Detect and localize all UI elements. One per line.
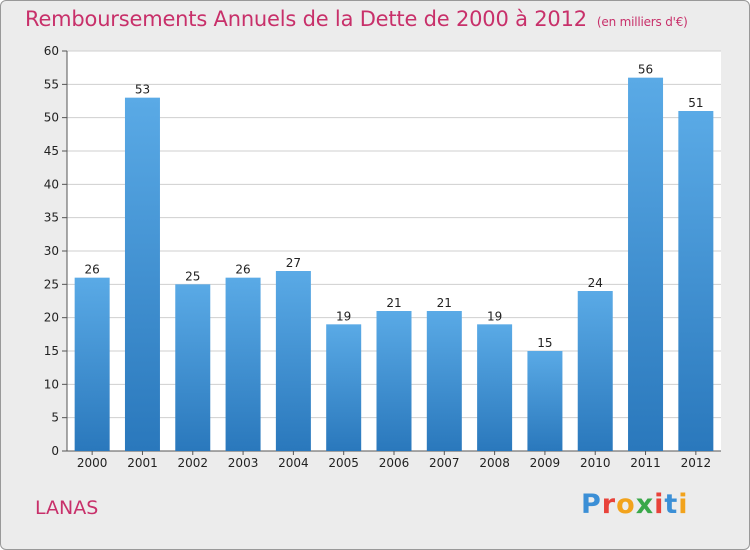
x-tick-label: 2000	[77, 456, 108, 470]
logo-letter: x	[635, 489, 655, 520]
logo-letter: t	[664, 489, 679, 520]
x-tick-label: 2005	[328, 456, 359, 470]
y-tick-label: 40	[44, 177, 59, 191]
bar	[426, 311, 462, 451]
proxiti-logo: Proxiti	[581, 489, 689, 520]
chart-title-text: Remboursements Annuels de la Dette de 20…	[25, 7, 587, 31]
bar	[275, 271, 311, 451]
bar-value-label: 56	[638, 63, 653, 77]
bar	[225, 277, 261, 451]
y-tick-label: 15	[44, 344, 59, 358]
logo-letter: P	[581, 489, 602, 520]
bar-value-label: 19	[487, 309, 502, 323]
bar-value-label: 26	[85, 263, 100, 277]
x-tick-label: 2006	[379, 456, 410, 470]
bar-value-label: 53	[135, 83, 150, 97]
logo-letter: r	[601, 489, 617, 520]
logo-letter: o	[616, 489, 636, 520]
x-tick-label: 2012	[681, 456, 712, 470]
bar-value-label: 27	[286, 256, 301, 270]
bar	[577, 291, 613, 451]
bar-value-label: 21	[437, 296, 452, 310]
bar-value-label: 15	[537, 336, 552, 350]
bar-value-label: 24	[588, 276, 603, 290]
bar	[628, 77, 664, 452]
bar	[477, 324, 513, 451]
x-tick-label: 2009	[530, 456, 561, 470]
y-tick-label: 60	[44, 44, 59, 58]
bar-value-label: 51	[688, 96, 703, 110]
x-tick-label: 2010	[580, 456, 611, 470]
bar	[678, 111, 714, 451]
x-tick-label: 2007	[429, 456, 460, 470]
y-tick-label: 50	[44, 111, 59, 125]
bar-value-label: 25	[185, 269, 200, 283]
bar	[326, 324, 362, 451]
y-tick-label: 45	[44, 144, 59, 158]
x-tick-label: 2008	[479, 456, 510, 470]
bar	[175, 284, 211, 451]
x-tick-label: 2003	[228, 456, 259, 470]
x-tick-label: 2001	[127, 456, 158, 470]
y-tick-label: 55	[44, 77, 59, 91]
y-tick-label: 0	[51, 444, 59, 458]
bar	[376, 311, 412, 451]
y-tick-label: 5	[51, 411, 59, 425]
logo-letter: i	[678, 489, 689, 520]
bar-value-label: 26	[235, 263, 250, 277]
x-tick-label: 2002	[177, 456, 208, 470]
bar	[527, 351, 563, 451]
y-tick-label: 30	[44, 244, 59, 258]
bar	[74, 277, 110, 451]
commune-name: LANAS	[35, 497, 99, 519]
x-tick-label: 2004	[278, 456, 309, 470]
bar-value-label: 19	[336, 309, 351, 323]
y-tick-label: 25	[44, 277, 59, 291]
y-tick-label: 20	[44, 311, 59, 325]
chart-title: Remboursements Annuels de la Dette de 20…	[25, 7, 688, 31]
x-tick-label: 2011	[630, 456, 661, 470]
bar	[124, 97, 160, 452]
y-tick-label: 35	[44, 211, 59, 225]
chart-subtitle: (en milliers d'€)	[596, 15, 688, 29]
logo-letter: i	[654, 489, 665, 520]
y-tick-label: 10	[44, 377, 59, 391]
bar-value-label: 21	[386, 296, 401, 310]
